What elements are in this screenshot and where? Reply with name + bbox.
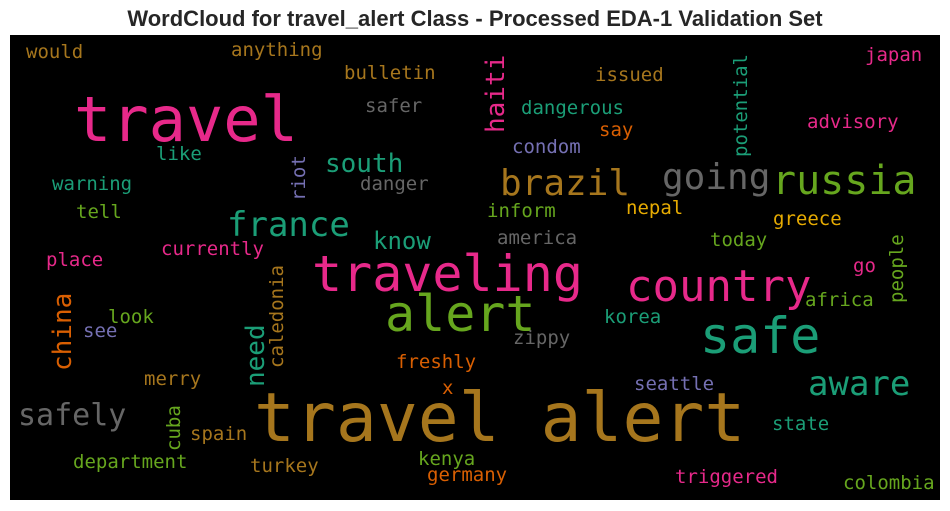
word-issued: issued — [595, 64, 664, 86]
word-haiti: haiti — [481, 54, 511, 133]
word-dangerous: dangerous — [521, 97, 624, 119]
word-people: people — [886, 234, 908, 303]
word-advisory: advisory — [807, 111, 899, 133]
word-currently: currently — [161, 238, 264, 260]
word-country: country — [626, 261, 812, 312]
word-travel-alert: travel alert — [254, 379, 746, 458]
word-cloud: would anything bulletin haiti issued jap… — [10, 35, 940, 500]
word-aware: aware — [808, 364, 911, 404]
word-know: know — [373, 227, 431, 255]
word-kenya: kenya — [418, 448, 476, 470]
word-seattle: seattle — [634, 373, 715, 395]
word-danger: danger — [360, 173, 429, 195]
word-x: x — [442, 377, 454, 399]
word-see: see — [83, 320, 118, 342]
word-merry: merry — [144, 368, 202, 390]
word-zippy: zippy — [513, 327, 571, 349]
word-department: department — [73, 451, 188, 473]
word-anything: anything — [231, 39, 323, 61]
word-like: like — [156, 143, 202, 165]
word-america: america — [497, 227, 578, 249]
word-traveling: traveling — [312, 245, 583, 303]
word-need: need — [241, 324, 271, 387]
word-go: go — [853, 255, 876, 277]
word-nepal: nepal — [626, 197, 684, 219]
word-china: china — [48, 292, 78, 371]
word-japan: japan — [865, 44, 923, 66]
word-riot: riot — [288, 155, 310, 201]
word-triggered: triggered — [675, 466, 778, 488]
word-inform: inform — [487, 200, 556, 222]
word-place: place — [46, 249, 104, 271]
word-colombia: colombia — [843, 472, 935, 494]
word-look: look — [108, 306, 154, 328]
word-condom: condom — [512, 136, 581, 158]
word-bulletin: bulletin — [344, 62, 436, 84]
chart-title: WordCloud for travel_alert Class - Proce… — [127, 6, 823, 31]
word-greece: greece — [773, 208, 842, 230]
word-freshly: freshly — [396, 351, 477, 373]
word-say: say — [599, 119, 634, 141]
word-going: going — [662, 157, 771, 198]
word-travel: travel — [74, 83, 298, 156]
word-russia: russia — [772, 158, 917, 204]
word-safer: safer — [365, 95, 423, 117]
word-germany: germany — [427, 464, 508, 486]
word-south: south — [325, 149, 404, 179]
word-africa: africa — [805, 289, 874, 311]
word-safely: safely — [18, 398, 127, 433]
word-state: state — [772, 413, 830, 435]
word-safe: safe — [700, 307, 821, 365]
word-today: today — [710, 229, 768, 251]
word-tell: tell — [76, 201, 122, 223]
word-alert: alert — [385, 285, 536, 343]
word-spain: spain — [190, 423, 248, 445]
word-potential: potential — [730, 54, 752, 157]
word-would: would — [26, 41, 84, 63]
word-cuba: cuba — [163, 405, 185, 451]
word-korea: korea — [604, 306, 662, 328]
word-france: france — [227, 205, 350, 245]
word-warning: warning — [52, 173, 133, 195]
word-brazil: brazil — [500, 163, 631, 204]
word-turkey: turkey — [250, 455, 319, 477]
